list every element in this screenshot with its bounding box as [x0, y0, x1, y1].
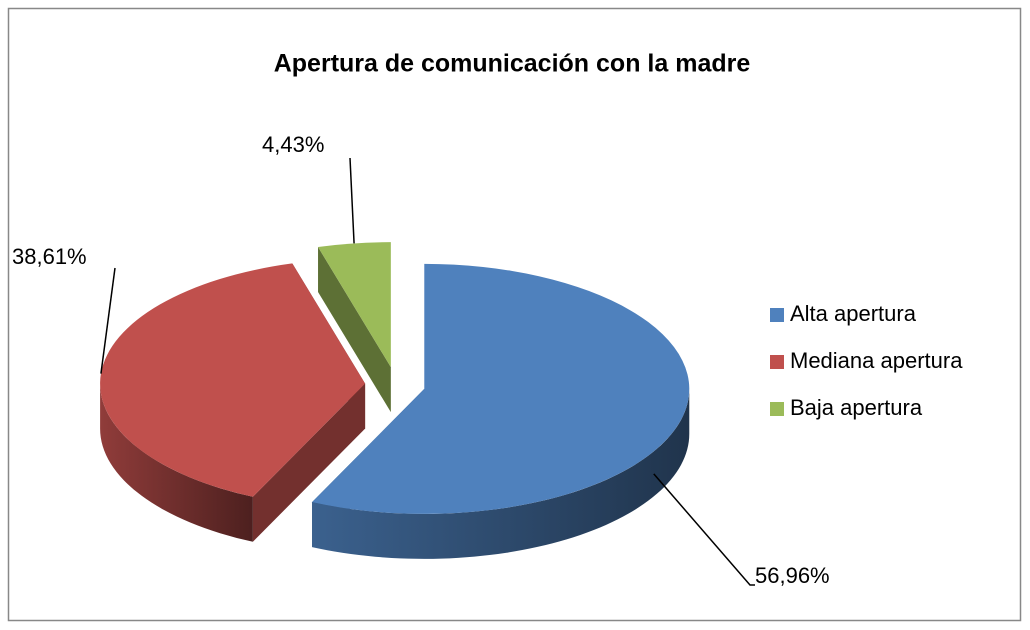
slice-group — [312, 263, 690, 559]
slice-group — [318, 242, 391, 413]
slice-wall — [318, 246, 391, 413]
leader-line — [349, 157, 355, 244]
slice-group — [100, 263, 366, 542]
leader-line — [100, 267, 116, 374]
data-label: 4,43% — [262, 132, 324, 157]
slice-side — [100, 383, 253, 542]
data-label: 56,96% — [755, 563, 830, 588]
legend-label: Mediana apertura — [790, 348, 963, 373]
leader-line — [653, 473, 755, 586]
slice-wall — [252, 383, 366, 542]
legend-label: Baja apertura — [790, 395, 923, 420]
legend-swatch — [770, 308, 784, 322]
chart-title: Apertura de comunicación con la madre — [274, 50, 751, 78]
legend-swatch — [770, 402, 784, 416]
slice-side — [312, 388, 690, 559]
slice — [312, 263, 690, 514]
legend-swatch — [770, 355, 784, 369]
legend-label: Alta apertura — [790, 301, 917, 326]
data-label: 38,61% — [12, 244, 87, 269]
slice — [100, 263, 366, 497]
slice — [318, 242, 391, 368]
